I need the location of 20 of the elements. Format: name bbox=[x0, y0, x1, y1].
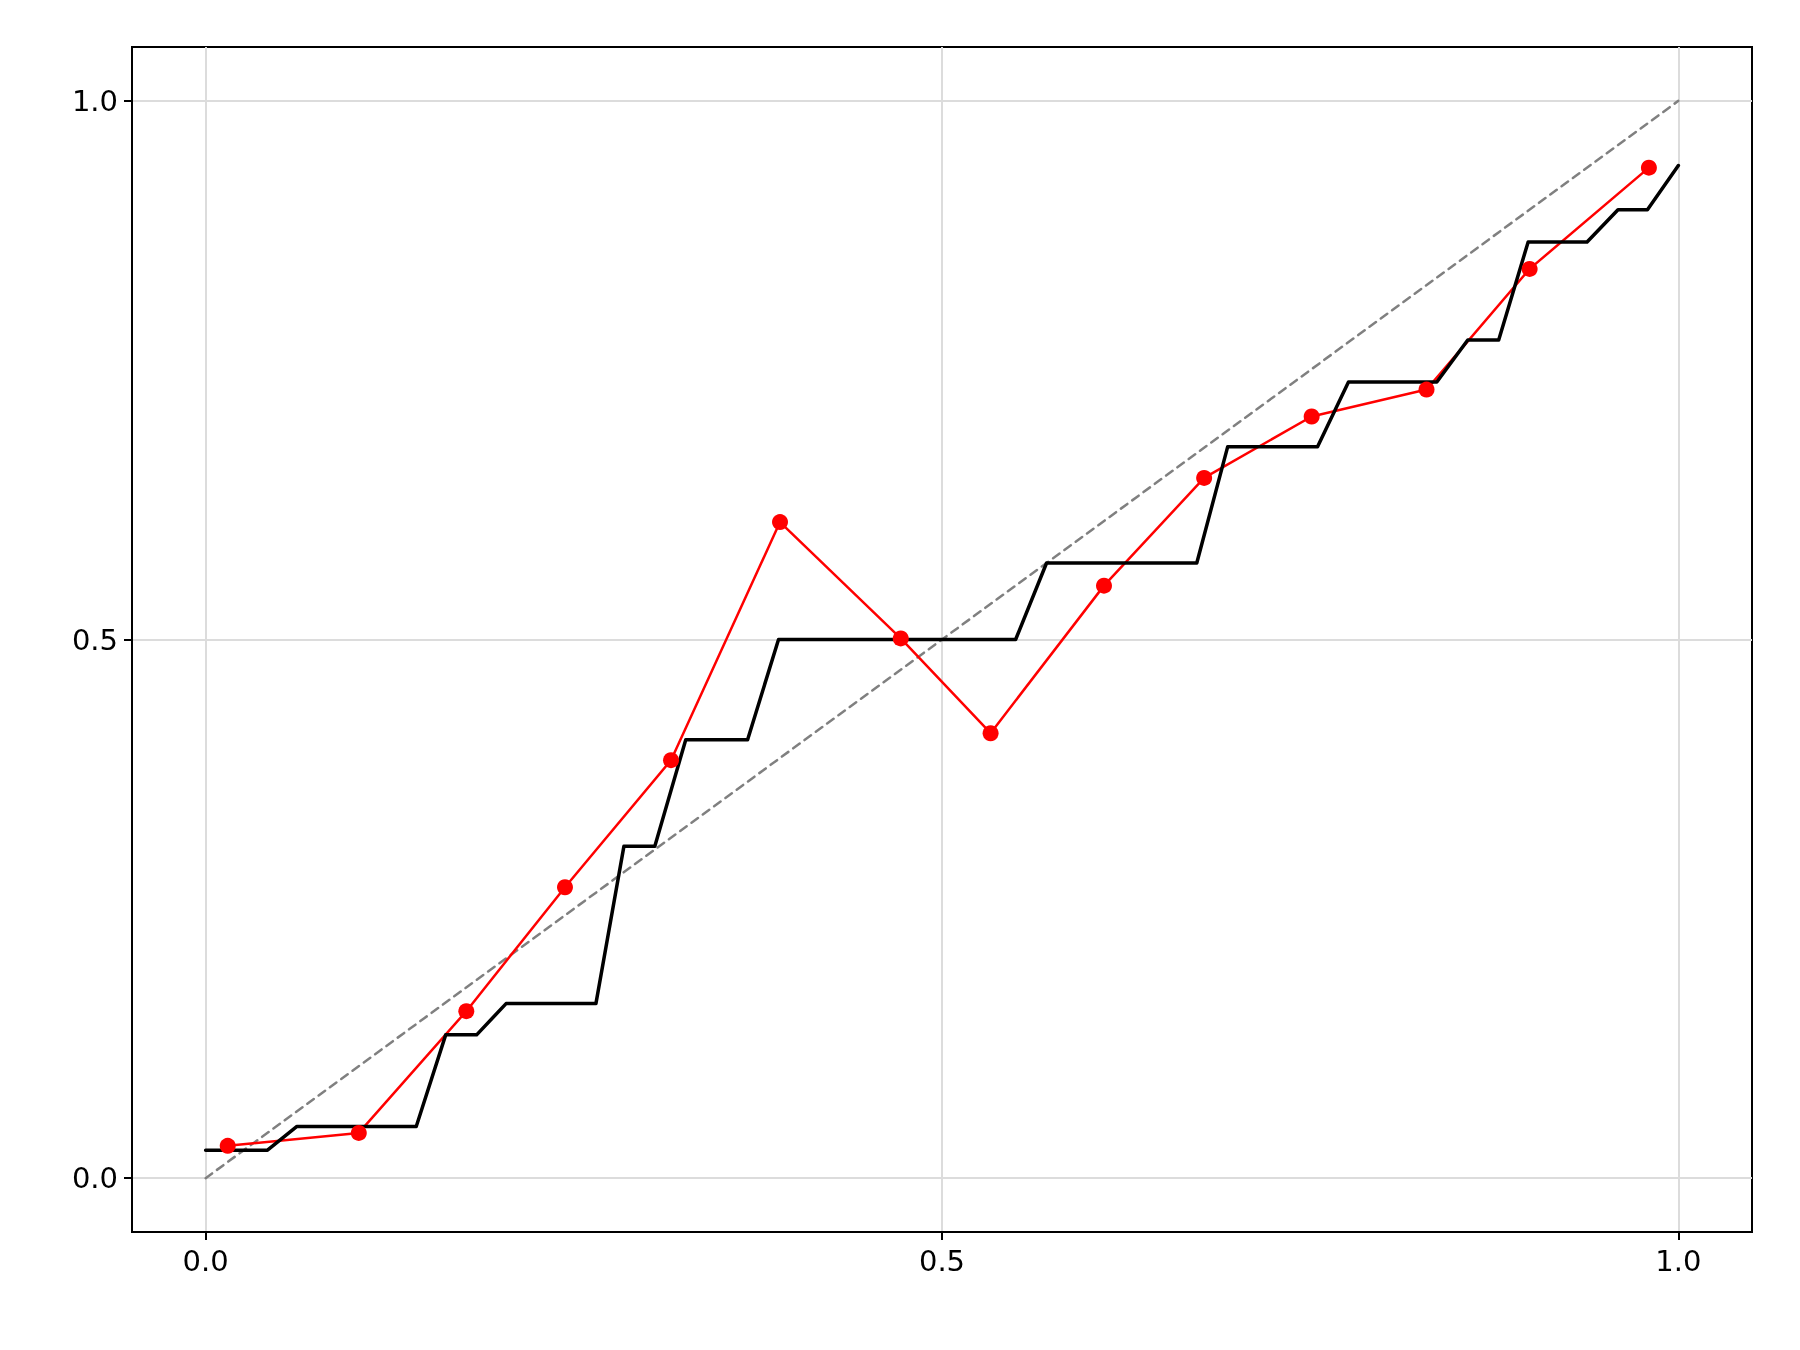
point bbox=[219, 1137, 236, 1154]
point bbox=[1640, 159, 1657, 176]
point bbox=[458, 1003, 475, 1020]
x-tick-label: 1.0 bbox=[1655, 1243, 1702, 1278]
point bbox=[1096, 577, 1112, 594]
point bbox=[982, 725, 999, 742]
x-tick-label: 0.5 bbox=[918, 1243, 966, 1278]
point bbox=[1521, 260, 1538, 277]
point bbox=[892, 630, 909, 647]
point bbox=[772, 514, 788, 531]
y-tick-label: 0.5 bbox=[71, 622, 118, 657]
y-tick-label: 1.0 bbox=[71, 83, 118, 118]
point bbox=[1418, 381, 1435, 398]
point bbox=[1303, 408, 1320, 425]
y-tick-label: 0.0 bbox=[71, 1161, 118, 1196]
x-tick-label: 0.0 bbox=[182, 1243, 229, 1278]
point bbox=[1196, 469, 1213, 486]
point bbox=[557, 879, 573, 896]
point bbox=[350, 1124, 367, 1141]
point bbox=[663, 752, 680, 769]
